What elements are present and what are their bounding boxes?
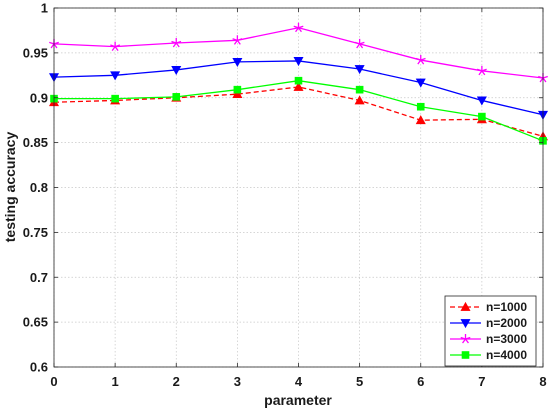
y-tick-label: 0.9	[30, 90, 48, 105]
x-tick-label: 3	[234, 374, 241, 389]
x-tick-label: 1	[112, 374, 119, 389]
y-axis-title: testing accuracy	[2, 132, 18, 243]
series-4-point-4	[295, 77, 302, 84]
x-tick-label: 0	[50, 374, 57, 389]
series-4-point-1	[112, 95, 119, 102]
x-tick-label: 4	[295, 374, 303, 389]
series-4-point-3	[234, 86, 241, 93]
x-axis-title: parameter	[264, 392, 332, 408]
series-4-point-5	[356, 86, 363, 93]
y-tick-label: 0.95	[23, 45, 48, 60]
series-4-point-2	[173, 93, 180, 100]
x-tick-label: 5	[356, 374, 363, 389]
legend-label-3: n=3000	[486, 332, 527, 346]
x-tick-label: 2	[173, 374, 180, 389]
y-tick-label: 0.6	[30, 360, 48, 375]
y-tick-label: 0.7	[30, 270, 48, 285]
x-tick-label: 8	[539, 374, 546, 389]
series-4-point-6	[417, 103, 424, 110]
legend-marker-4	[462, 352, 469, 359]
x-tick-label: 7	[478, 374, 485, 389]
y-tick-label: 0.65	[23, 315, 48, 330]
x-tick-label: 6	[417, 374, 424, 389]
y-tick-label: 0.75	[23, 225, 48, 240]
legend-label-1: n=1000	[486, 300, 527, 314]
y-tick-label: 0.85	[23, 135, 48, 150]
legend: n=1000 n=2000 n=3000 n=4000	[445, 296, 536, 366]
legend-label-2: n=2000	[486, 316, 527, 330]
legend-label-4: n=4000	[486, 348, 527, 362]
y-tick-label: 1	[41, 1, 48, 16]
series-4-point-7	[478, 113, 485, 120]
y-tick-label: 0.8	[30, 180, 48, 195]
